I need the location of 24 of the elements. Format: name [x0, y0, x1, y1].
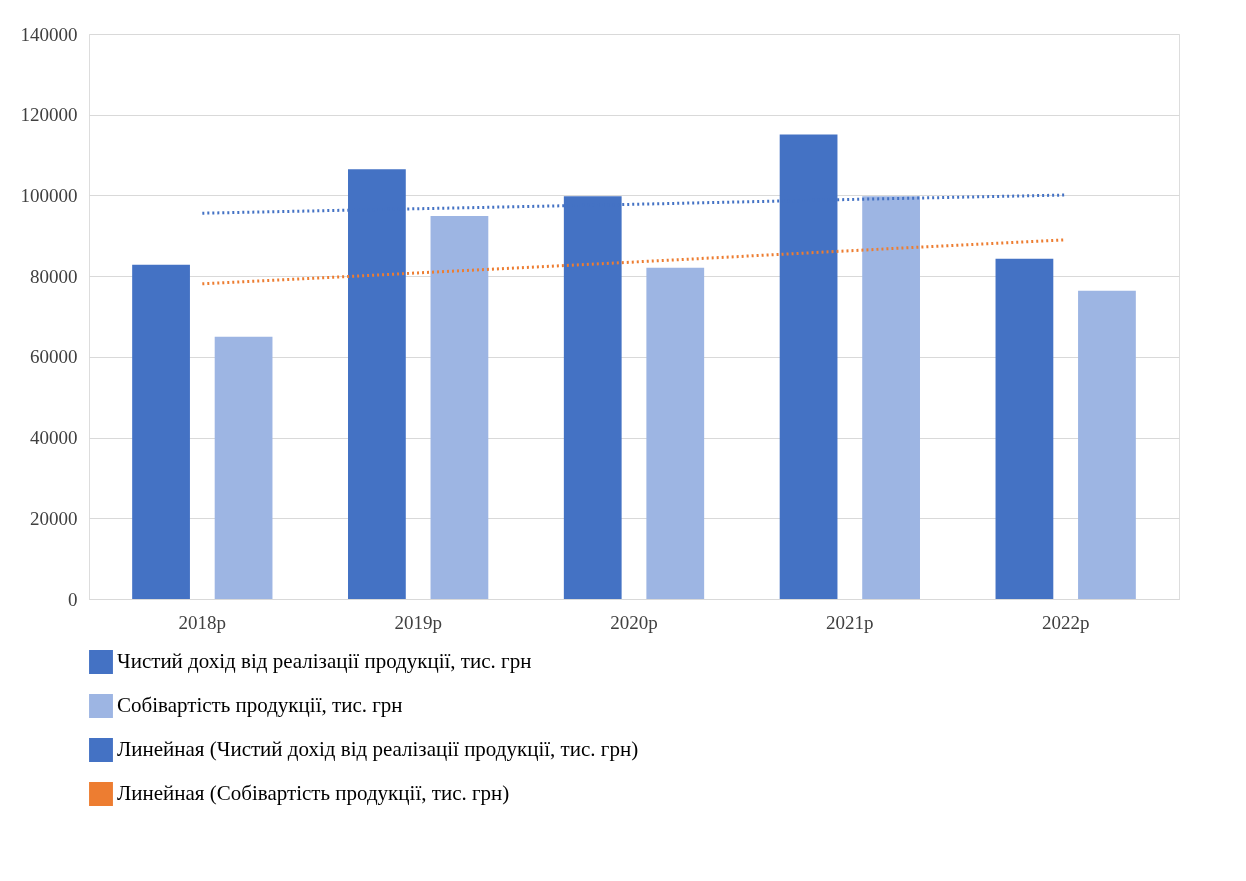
y-tick-label: 80000 — [30, 265, 78, 287]
bar — [862, 196, 920, 599]
x-tick-label: 2018р — [178, 611, 227, 633]
legend-label: Собівартість продукції, тис. грн — [117, 693, 403, 717]
y-tick-label: 120000 — [20, 104, 78, 126]
y-tick-label: 20000 — [30, 507, 78, 529]
bar — [214, 336, 273, 599]
x-tick-label: 2022р — [1041, 611, 1090, 633]
x-tick-label: 2021р — [826, 611, 874, 633]
bar — [132, 264, 190, 599]
y-tick-label: 60000 — [30, 346, 78, 368]
y-tick-label: 40000 — [30, 427, 78, 449]
x-tick-label: 2019р — [394, 611, 442, 633]
y-tick-label: 100000 — [20, 184, 78, 206]
legend-label: Линейная (Собівартість продукції, тис. грн) — [117, 781, 510, 805]
legend-label: Линейная (Чистий дохід від реалізації продукції, тис. грн) — [117, 737, 639, 761]
bar — [646, 267, 705, 599]
bar — [430, 216, 489, 599]
bar — [995, 258, 1054, 599]
legend-label: Чистий дохід від реалізації продукції, тис. грн — [117, 649, 532, 673]
y-tick-label: 140000 — [20, 23, 78, 45]
bar — [1078, 290, 1136, 599]
y-tick-label: 0 — [68, 588, 78, 610]
x-tick-label: 2020р — [610, 611, 658, 633]
